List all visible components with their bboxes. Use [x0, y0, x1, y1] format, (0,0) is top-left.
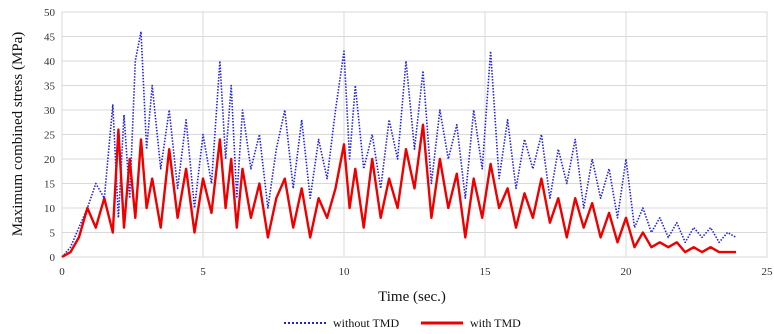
y-tick-label: 50 — [44, 7, 56, 19]
series-group — [61, 30, 737, 259]
x-axis-title: Time (sec.) — [378, 289, 446, 305]
y-tick-label: 20 — [44, 154, 56, 166]
y-tick-label: 15 — [44, 179, 56, 191]
y-tick-label: 40 — [44, 56, 56, 68]
y-tick-label: 10 — [44, 203, 56, 215]
series-line-without-tmd — [61, 30, 737, 258]
y-tick-labels: 0 5 10 15 20 25 30 35 40 45 50 — [44, 7, 56, 264]
x-tick-labels: 0 5 10 15 20 25 — [59, 266, 773, 278]
y-tick-label: 30 — [44, 105, 56, 117]
y-tick-label: 45 — [44, 32, 56, 44]
x-tick-label: 10 — [339, 266, 351, 278]
legend: without TMD with TMD — [284, 316, 521, 330]
plot-area-border — [61, 11, 768, 258]
y-axis-title: Maximum combined stress (MPa) — [10, 32, 26, 237]
x-tick-label: 5 — [200, 266, 206, 278]
x-tick-label: 20 — [621, 266, 633, 278]
y-tick-label: 0 — [50, 252, 56, 264]
series-line-with-tmd — [61, 123, 736, 259]
y-tick-label: 35 — [44, 81, 56, 93]
legend-label-with-tmd: with TMD — [470, 316, 521, 330]
x-tick-label: 0 — [59, 266, 65, 278]
y-tick-label: 5 — [50, 228, 56, 240]
y-tick-label: 25 — [44, 130, 56, 142]
x-tick-label: 25 — [762, 266, 774, 278]
x-tick-label: 15 — [480, 266, 492, 278]
legend-label-without-tmd: without TMD — [333, 316, 399, 330]
